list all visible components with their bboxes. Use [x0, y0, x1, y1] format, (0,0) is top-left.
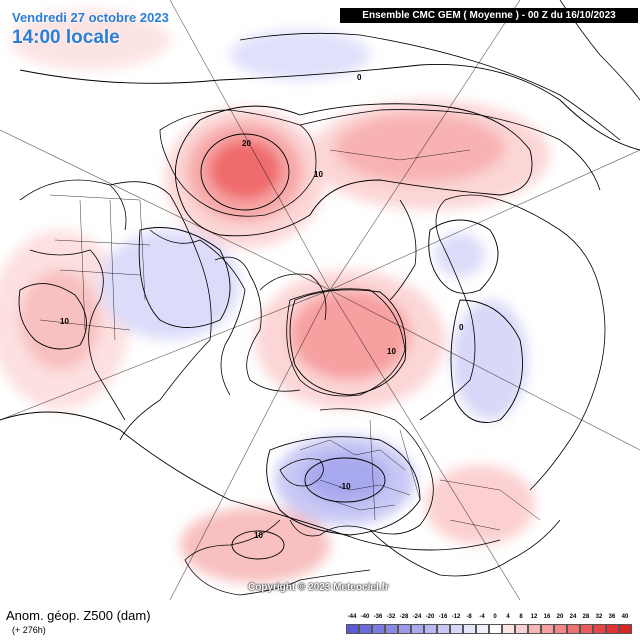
legend-value-label: -8 — [466, 614, 472, 620]
national-borders — [39, 149, 541, 531]
negative-anomaly-pacific — [452, 300, 528, 420]
contour-europe-zero — [266, 436, 421, 536]
legend-swatch — [359, 624, 372, 634]
legend-swatch — [476, 624, 489, 634]
legend-value-label: -12 — [451, 614, 461, 620]
legend-value-label: -24 — [412, 614, 422, 620]
contour-alaska-20 — [200, 133, 290, 211]
legend-value-label: 16 — [543, 614, 551, 620]
copyright-watermark: Copyright © 2023 Meteociel.fr — [248, 582, 389, 593]
legend-swatch — [346, 624, 359, 634]
legend-swatch — [606, 624, 619, 634]
contour-label: 0 — [357, 73, 362, 82]
forecast-local-time: 14:00 locale — [12, 27, 120, 48]
legend-swatch — [502, 624, 515, 634]
contour-label: 10 — [387, 347, 396, 356]
legend-swatch — [554, 624, 567, 634]
legend-swatch — [541, 624, 554, 634]
legend-swatch — [580, 624, 593, 634]
contour-labels: 20 10 0 10 10 0 -10 10 — [60, 73, 464, 540]
legend-value-label: -40 — [360, 614, 370, 620]
positive-anomaly-greenland-core — [290, 290, 410, 380]
positive-anomaly-top — [10, 10, 170, 70]
legend-value-label: -28 — [399, 614, 409, 620]
legend-swatch — [372, 624, 385, 634]
legend-swatch — [437, 624, 450, 634]
legend-value-label: 4 — [506, 614, 510, 620]
negative-anomaly-europe-core — [303, 453, 387, 503]
legend-swatch — [619, 624, 632, 634]
legend-value-label: -32 — [386, 614, 396, 620]
contour-atlas-10 — [231, 530, 285, 560]
contour-label: 10 — [254, 531, 263, 540]
contour-label: -10 — [339, 482, 351, 491]
legend-value-label: -16 — [438, 614, 448, 620]
contour-zero-asia — [428, 219, 499, 294]
legend-swatch — [567, 624, 580, 634]
anomaly-shading — [0, 10, 550, 583]
forecast-lead-time: (+ 276h) — [12, 625, 46, 635]
contour-europe-neg10 — [304, 457, 386, 503]
legend-value-label: -36 — [373, 614, 383, 620]
positive-anomaly-alaska-core — [209, 140, 281, 200]
legend-swatch — [528, 624, 541, 634]
legend-swatch — [593, 624, 606, 634]
graticule — [0, 0, 640, 600]
legend-swatch — [515, 624, 528, 634]
forecast-date: Vendredi 27 octobre 2023 — [12, 10, 169, 25]
legend-swatch — [463, 624, 476, 634]
contour-label: 10 — [314, 170, 323, 179]
legend-value-label: 24 — [569, 614, 577, 620]
legend-swatch — [385, 624, 398, 634]
negative-anomaly-canada — [100, 230, 240, 340]
legend-value-label: -20 — [425, 614, 435, 620]
legend-value-label: 36 — [608, 614, 616, 620]
legend-swatch — [424, 624, 437, 634]
legend-value-label: 12 — [530, 614, 538, 620]
contour-zero-south — [0, 411, 501, 551]
contour-zero-canada — [138, 227, 231, 328]
contour-label: 0 — [459, 323, 464, 332]
legend-value-label: 32 — [595, 614, 603, 620]
legend-swatch — [411, 624, 424, 634]
legend-value-label: 40 — [621, 614, 629, 620]
legend-value-label: -4 — [479, 614, 485, 620]
legend-value-label: 20 — [556, 614, 564, 620]
z500-anomaly-map: 20 10 0 10 10 0 -10 10 — [0, 0, 640, 600]
positive-anomaly-mideast — [425, 465, 535, 545]
contour-zero-north — [19, 64, 640, 151]
negative-anomaly-top — [230, 30, 370, 80]
legend-swatch — [398, 624, 411, 634]
negative-anomaly-china — [435, 233, 485, 277]
positive-anomaly-siberia-core — [335, 113, 505, 183]
contour-label: 10 — [60, 317, 69, 326]
legend-value-label: 0 — [493, 614, 497, 620]
model-run-banner: Ensemble CMC GEM ( Moyenne ) - 00 Z du 1… — [340, 8, 638, 23]
contour-greenland-10 — [289, 289, 407, 396]
contour-pacific-east-10 — [18, 283, 87, 350]
legend-swatch — [450, 624, 463, 634]
contour-zero-pacific — [450, 299, 523, 423]
field-title: Anom. géop. Z500 (dam) — [6, 608, 151, 623]
positive-anomaly-atlas — [180, 507, 330, 583]
legend-value-label: -44 — [347, 614, 357, 620]
legend-swatch — [489, 624, 502, 634]
anomaly-contours — [0, 64, 640, 560]
contour-label: 20 — [242, 139, 251, 148]
legend-value-label: 28 — [582, 614, 590, 620]
legend-value-label: 8 — [519, 614, 523, 620]
contour-pacific-10 — [174, 103, 533, 237]
